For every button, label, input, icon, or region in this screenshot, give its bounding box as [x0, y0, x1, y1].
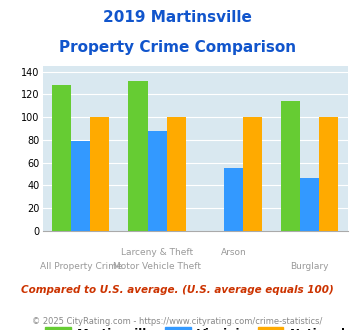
Bar [300, 178, 319, 231]
Text: 2019 Martinsville: 2019 Martinsville [103, 10, 252, 25]
Bar [129, 81, 148, 231]
Bar [243, 117, 262, 231]
Text: Compared to U.S. average. (U.S. average equals 100): Compared to U.S. average. (U.S. average … [21, 285, 334, 295]
Text: Property Crime Comparison: Property Crime Comparison [59, 40, 296, 54]
Text: © 2025 CityRating.com - https://www.cityrating.com/crime-statistics/: © 2025 CityRating.com - https://www.city… [32, 317, 323, 326]
Bar [52, 85, 71, 231]
Bar [166, 117, 186, 231]
Bar [148, 131, 166, 231]
Text: Motor Vehicle Theft: Motor Vehicle Theft [113, 262, 201, 271]
Text: All Property Crime: All Property Crime [39, 262, 122, 271]
Bar [224, 168, 243, 231]
Bar [71, 141, 90, 231]
Text: Larceny & Theft: Larceny & Theft [121, 248, 193, 257]
Bar [281, 101, 300, 231]
Bar [319, 117, 338, 231]
Text: Arson: Arson [220, 248, 246, 257]
Bar [90, 117, 109, 231]
Text: Burglary: Burglary [290, 262, 329, 271]
Legend: Martinsville, Virginia, National: Martinsville, Virginia, National [40, 323, 350, 330]
